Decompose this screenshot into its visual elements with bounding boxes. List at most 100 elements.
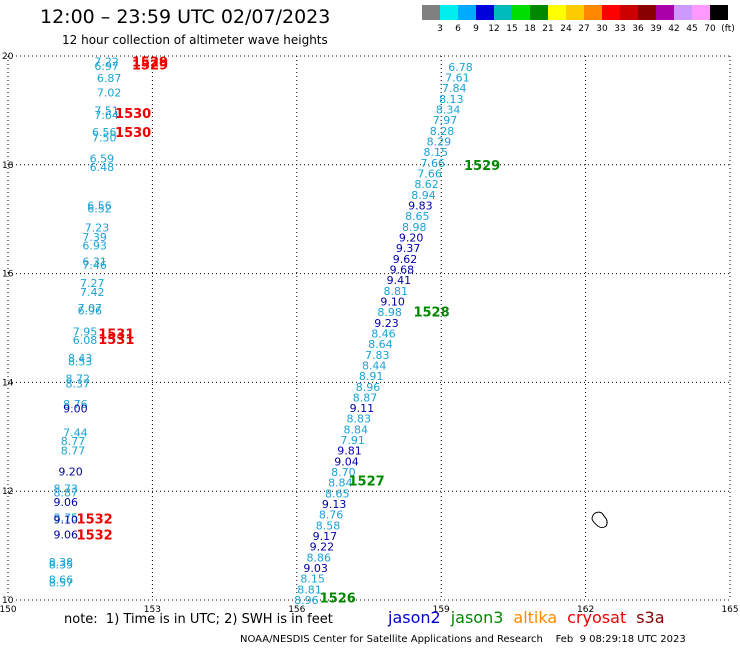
scale-label: 12 bbox=[488, 24, 500, 34]
wave-height-point: 7.83 bbox=[365, 349, 390, 362]
pass-time-label: 1529 bbox=[132, 59, 168, 74]
pass-time-label: 1529 bbox=[464, 159, 500, 174]
wave-height-point: 6.93 bbox=[82, 239, 107, 252]
wave-height-point: 8.87 bbox=[353, 391, 378, 404]
scale-label: 45 bbox=[686, 24, 698, 34]
wave-height-point: 8.77 bbox=[61, 435, 86, 448]
wave-height-point: 7.50 bbox=[92, 132, 117, 145]
scale-label: 30 bbox=[596, 24, 608, 34]
wave-height-point: 8.84 bbox=[328, 477, 353, 490]
wave-height-point: 6.96 bbox=[78, 305, 103, 318]
scale-swatch bbox=[548, 5, 566, 20]
wave-height-point: 8.35 bbox=[49, 559, 74, 572]
map-subtitle: 12 hour collection of altimeter wave hei… bbox=[62, 33, 328, 47]
x-tick-label: 153 bbox=[144, 605, 161, 615]
scale-swatch bbox=[710, 5, 728, 20]
wave-height-point: 8.46 bbox=[371, 327, 396, 340]
wave-height-point: 6.78 bbox=[448, 61, 473, 74]
wave-height-point: 6.59 bbox=[90, 152, 115, 165]
wave-height-point: 8.84 bbox=[343, 423, 368, 436]
wave-height-point: 7.02 bbox=[97, 86, 122, 99]
wave-height-point: 7.23 bbox=[85, 221, 110, 234]
wave-height-point: 9.06 bbox=[54, 529, 79, 542]
wave-height-point: 7.42 bbox=[80, 286, 105, 299]
wave-height-point: 8.91 bbox=[359, 370, 384, 383]
wave-height-point: 7.22 bbox=[94, 55, 119, 68]
scale-swatch bbox=[692, 5, 710, 20]
pass-time-label: 1530 bbox=[115, 126, 151, 141]
scale-label: 33 bbox=[614, 24, 626, 34]
scale-label: 39 bbox=[650, 24, 662, 34]
wave-height-point: 8.77 bbox=[61, 444, 86, 457]
wave-height-point: 8.64 bbox=[368, 338, 393, 351]
wave-height-point: 7.27 bbox=[80, 277, 105, 290]
wave-height-point: 8.15 bbox=[424, 146, 449, 159]
wave-height-point: 6.31 bbox=[82, 256, 107, 269]
wave-height-point: 8.76 bbox=[319, 509, 344, 522]
y-tick-label: 16 bbox=[2, 270, 14, 280]
wave-height-point: 8.34 bbox=[436, 104, 461, 117]
scale-swatch bbox=[638, 5, 656, 20]
wave-height-point: 8.66 bbox=[49, 573, 74, 586]
y-tick-label: 14 bbox=[2, 378, 14, 388]
x-tick-label: 150 bbox=[0, 605, 17, 615]
wave-height-point: 6.87 bbox=[97, 72, 122, 85]
wave-height-point: 7.44 bbox=[63, 426, 88, 439]
wave-height-point: 8.65 bbox=[325, 487, 350, 500]
wave-height-point: 6.56 bbox=[92, 126, 117, 139]
scale-label: 9 bbox=[473, 24, 479, 34]
scale-swatch bbox=[422, 5, 440, 20]
pass-time-label: 1531 bbox=[98, 327, 134, 342]
scale-label: 70 bbox=[704, 24, 716, 34]
wave-height-point: 8.81 bbox=[297, 583, 322, 596]
wave-height-point: 8.98 bbox=[377, 306, 402, 319]
pass-time-label: 1527 bbox=[348, 474, 384, 489]
wave-height-point: 8.13 bbox=[439, 93, 464, 106]
footer-note: note: 1) Time is in UTC; 2) SWH is in fe… bbox=[64, 612, 333, 627]
wave-height-point: 8.65 bbox=[405, 210, 430, 223]
wave-height-point: 8.58 bbox=[316, 519, 341, 532]
pass-time-label: 1530 bbox=[115, 107, 151, 122]
wave-height-point: 6.52 bbox=[87, 202, 112, 215]
wave-height-point: 7.91 bbox=[340, 434, 365, 447]
wave-height-point: 8.81 bbox=[384, 285, 409, 298]
satellite-s3a: s3a bbox=[636, 608, 665, 627]
wave-height-point: 9.62 bbox=[393, 253, 418, 266]
wave-height-point: 9.04 bbox=[334, 455, 359, 468]
satellite-jason3: jason3 bbox=[450, 608, 504, 627]
wave-height-point: 9.37 bbox=[396, 242, 421, 255]
wave-height-point: 9.68 bbox=[390, 263, 415, 276]
scale-label: 3 bbox=[437, 24, 443, 34]
scale-swatch bbox=[566, 5, 584, 20]
wave-height-point: 7.64 bbox=[94, 109, 119, 122]
wave-height-point: 8.57 bbox=[49, 577, 74, 590]
wave-height-point: 7.66 bbox=[420, 157, 445, 170]
wave-height-point: 9.20 bbox=[58, 466, 83, 479]
wave-height-point: 8.86 bbox=[306, 551, 331, 564]
wave-height-point: 7.97 bbox=[433, 114, 458, 127]
scale-label: 18 bbox=[524, 24, 536, 34]
wave-height-point: 9.10 bbox=[380, 295, 405, 308]
wave-height-point: 8.38 bbox=[49, 556, 74, 569]
scale-swatch bbox=[458, 5, 476, 20]
wave-height-point: 8.28 bbox=[430, 125, 455, 138]
wave-height-point: 8.83 bbox=[347, 413, 372, 426]
wave-height-point: 6.08 bbox=[73, 334, 98, 347]
scale-swatch bbox=[476, 5, 494, 20]
wave-height-point: 9.06 bbox=[54, 496, 79, 509]
scale-label: 15 bbox=[506, 24, 518, 34]
wave-height-point: 8.37 bbox=[66, 377, 91, 390]
satellite-jason2: jason2 bbox=[388, 608, 441, 627]
wave-height-point: 8.96 bbox=[356, 381, 381, 394]
wave-height-point: 9.22 bbox=[310, 541, 335, 554]
wave-height-point: 8.73 bbox=[54, 482, 79, 495]
scale-label: 24 bbox=[560, 24, 572, 34]
scale-swatch bbox=[674, 5, 692, 20]
satellite-altika: altika bbox=[513, 608, 558, 627]
wave-height-point: 7.39 bbox=[82, 231, 107, 244]
wave-height-point: 9.10 bbox=[54, 513, 79, 526]
scale-label: 36 bbox=[632, 24, 644, 34]
pass-time-label: 1526 bbox=[320, 591, 356, 606]
island-outline bbox=[591, 511, 608, 529]
